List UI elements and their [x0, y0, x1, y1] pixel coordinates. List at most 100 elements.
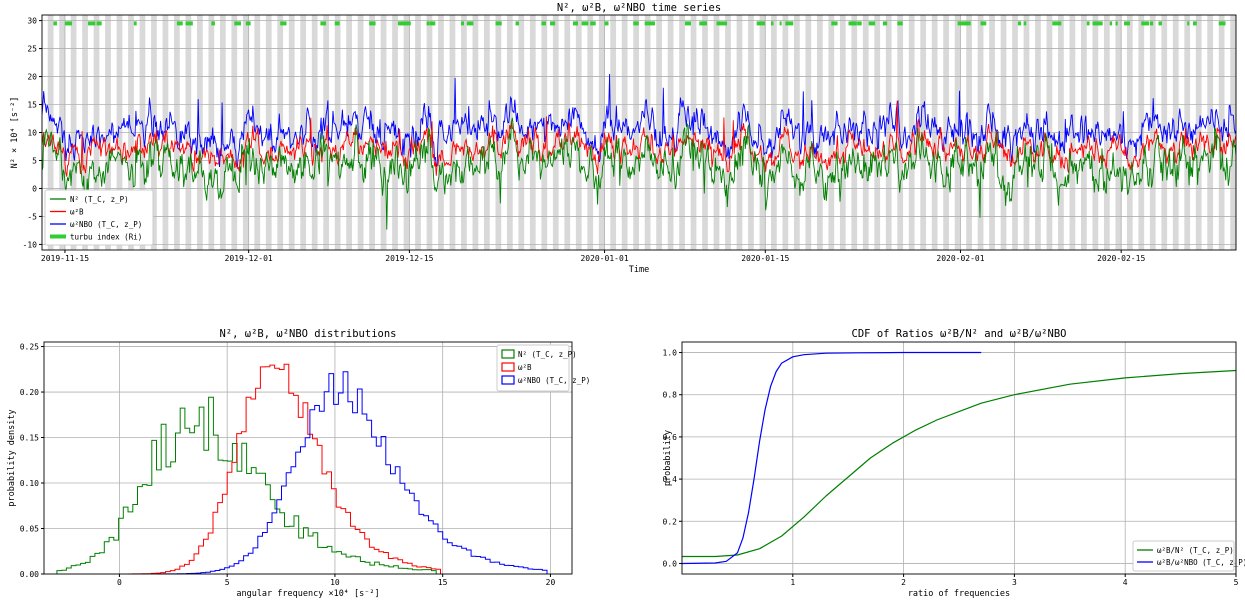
- y-tick-label: 1.0: [663, 349, 678, 358]
- cdf-xlabel: ratio of frequencies: [908, 589, 1010, 599]
- turbu-index-mark: [702, 21, 706, 26]
- series-line-0: [42, 117, 1236, 230]
- legend-label: N² (T_C, z_P): [70, 195, 129, 204]
- turbu-index-mark: [980, 21, 987, 26]
- timeseries-xlabel: Time: [629, 265, 649, 275]
- turbu-index-mark: [1141, 21, 1150, 26]
- cdf-panel: 0.0 0.2 0.4 0.6 0.8 1.0 1 2 3 4 5 CDF of Ratios ω²B…: [663, 328, 1245, 599]
- histogram-0: [56, 396, 437, 574]
- turbu-index-mark: [87, 21, 96, 26]
- legend-box: [1132, 540, 1235, 572]
- turbu-index-mark: [429, 21, 436, 26]
- distribution-title: N², ω²B, ω²NBO distributions: [219, 328, 396, 340]
- legend-box: [44, 189, 154, 246]
- legend-box: [496, 344, 570, 392]
- turbu-index-mark: [211, 21, 215, 26]
- turbu-index-mark: [882, 21, 888, 26]
- cdf-ylabel: probability: [663, 430, 673, 486]
- y-tick-label: 0.8: [663, 391, 678, 400]
- turbu-index-mark: [426, 21, 430, 26]
- turbu-index-mark: [716, 21, 721, 26]
- turbu-index-mark: [369, 21, 376, 26]
- turbu-index-mark: [851, 21, 857, 26]
- turbu-index-mark: [771, 21, 774, 26]
- turbu-index-mark: [831, 21, 838, 26]
- turbu-index-mark: [857, 21, 862, 26]
- turbu-index-mark: [67, 21, 73, 26]
- turbu-index-mark: [176, 21, 183, 26]
- y-tick-label: 0.6: [663, 433, 678, 442]
- x-tick-label: 0: [117, 578, 122, 587]
- legend-label: ω²NBO (T_C, z_P): [518, 376, 590, 385]
- turbu-index-mark: [1052, 21, 1056, 26]
- cdf-line-1: [681, 351, 982, 565]
- turbu-index-mark: [963, 21, 968, 26]
- turbu-index-mark: [1115, 21, 1118, 26]
- y-tick-label: 0.00: [20, 570, 39, 579]
- turbu-index-mark: [1192, 21, 1197, 26]
- turbu-index-mark: [133, 21, 137, 26]
- turbu-index-mark: [495, 21, 502, 26]
- x-tick-label: 1: [790, 578, 795, 587]
- turbu-index-mark: [1124, 21, 1130, 26]
- y-tick-label: 0.2: [663, 517, 678, 526]
- cdf-frame: [681, 341, 1237, 575]
- turbu-index-mark: [759, 21, 766, 26]
- distribution-panel: 0.00 0.05 0.10 0.15 0.20 0.25 0 5 10 15 20 N², ω²B,…: [7, 328, 590, 599]
- distribution-frame: [43, 341, 573, 575]
- turbu-index-mark: [644, 21, 648, 26]
- turbu-index-mark: [590, 21, 596, 26]
- x-tick-label: 15: [438, 578, 448, 587]
- turbu-index-mark: [604, 21, 609, 26]
- legend-label: ω²B/N² (T_C, z_P): [1157, 546, 1234, 555]
- legend-swatch: [501, 349, 515, 359]
- y-tick-label: 15: [27, 101, 37, 110]
- turbu-index-mark: [64, 21, 70, 26]
- turbu-index-mark: [756, 21, 761, 26]
- turbu-index-mark: [1187, 21, 1190, 26]
- distribution-xlabel: angular frequency ×10⁴ [s⁻²]: [236, 589, 379, 599]
- turbu-index-mark: [575, 21, 578, 26]
- turbu-index-mark: [581, 21, 589, 26]
- legend-label: N² (T_C, z_P): [518, 350, 577, 359]
- timeseries-panel: -10 -5 0 5 10 15 20 25 30 2019-11-15 2019-12-01 201…: [10, 2, 1237, 275]
- turbu-index-mark: [234, 21, 241, 26]
- x-tick-label: 2019-11-15: [41, 254, 89, 263]
- legend-label: ω²NBO (T_C, z_P): [70, 220, 142, 229]
- cdf-legend: ω²B/N² (T_C, z_P) ω²B/ω²NBO (T_C, z_P): [1132, 540, 1245, 572]
- turbu-index-mark: [966, 21, 971, 26]
- timeseries-legend: N² (T_C, z_P) ω²B ω²NBO (T_C, z_P)turbu in…: [44, 189, 154, 246]
- legend-swatch: [501, 375, 515, 385]
- x-tick-label: 3: [1012, 578, 1017, 587]
- y-tick-label: -10: [23, 240, 38, 249]
- x-tick-label: 4: [1123, 578, 1128, 587]
- x-tick-label: 5: [225, 578, 230, 587]
- x-tick-label: 2020-01-01: [580, 254, 628, 263]
- turbu-index-mark: [400, 21, 408, 26]
- legend-swatch: [501, 362, 515, 372]
- y-tick-label: 30: [27, 17, 37, 26]
- turbu-index-mark: [1218, 21, 1226, 26]
- legend-label: ω²B/ω²NBO (T_C, z_P): [1157, 558, 1245, 567]
- turbu-index-mark: [1158, 21, 1162, 26]
- y-tick-label: 5: [32, 156, 37, 165]
- histogram-1: [127, 363, 441, 575]
- legend-label: turbu index (Ri): [70, 233, 142, 242]
- turbu-index-mark: [647, 21, 651, 26]
- turbu-index-mark: [1095, 21, 1103, 26]
- x-tick-label: 5: [1234, 578, 1239, 587]
- timeseries-title: N², ω²B, ω²NBO time series: [557, 2, 721, 14]
- turbu-index-mark: [320, 21, 327, 26]
- turbu-index-mark: [684, 21, 691, 26]
- timeseries-plot-area: [42, 15, 1236, 250]
- x-tick-label: 2020-02-15: [1097, 254, 1145, 263]
- x-tick-label: 2020-02-01: [936, 254, 984, 263]
- turbu-index-mark: [633, 21, 639, 26]
- distribution-ylabel: probability density: [7, 409, 17, 506]
- histogram-2: [158, 371, 548, 575]
- y-tick-label: -5: [27, 212, 37, 221]
- turbu-index-mark: [897, 21, 903, 26]
- legend-label: ω²B: [518, 363, 532, 372]
- turbu-index-mark: [779, 21, 782, 26]
